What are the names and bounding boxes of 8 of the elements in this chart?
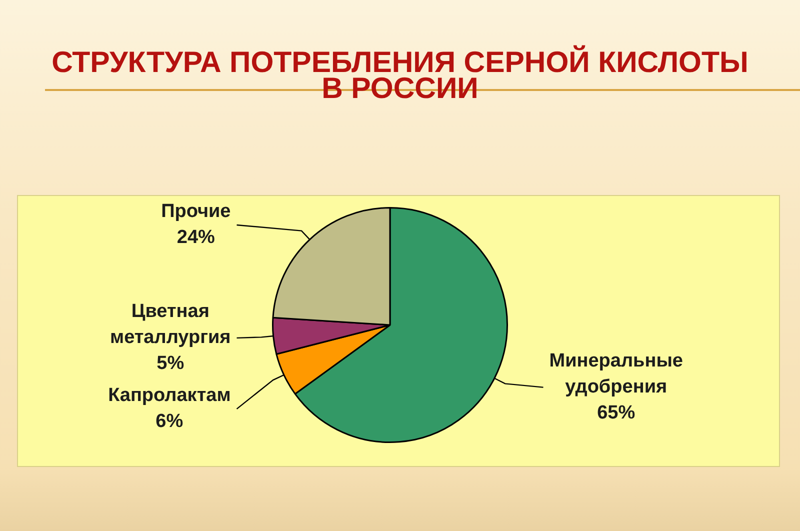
data-label: 24% — [176, 227, 216, 248]
slice-label: Прочие — [161, 201, 231, 222]
slice-label: Капролактам — [108, 385, 231, 406]
data-label: 6% — [156, 411, 184, 432]
slice-label: Минеральные удобрения — [549, 350, 683, 398]
data-label: 65% — [597, 402, 636, 424]
slice-label: Цветная металлургия — [110, 301, 231, 348]
data-label: 5% — [156, 353, 184, 374]
